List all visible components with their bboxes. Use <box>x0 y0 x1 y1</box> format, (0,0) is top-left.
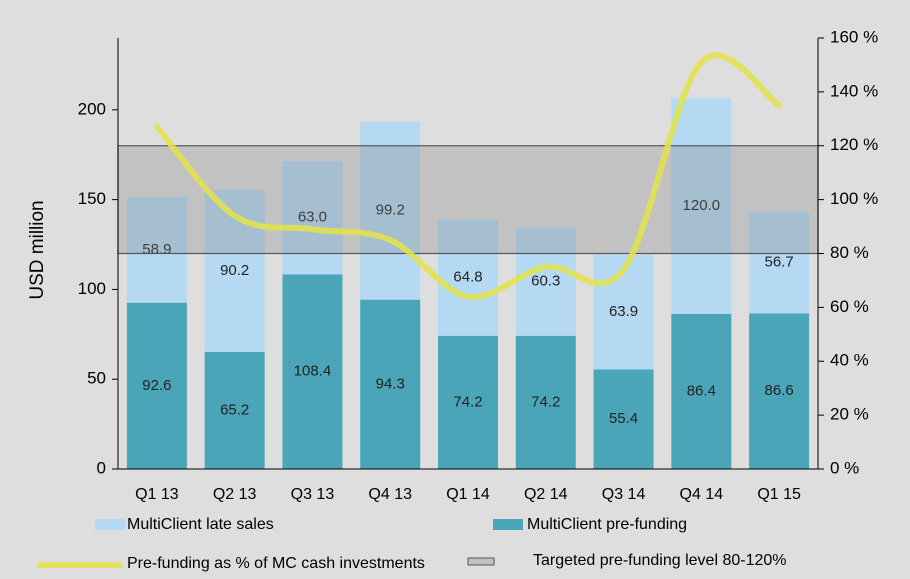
bar <box>749 313 810 469</box>
y-tick-label: 100 <box>78 279 106 298</box>
bar <box>438 335 498 469</box>
value-label: 63.9 <box>609 303 638 320</box>
bar <box>204 351 265 469</box>
value-label: 86.4 <box>687 382 716 399</box>
legend-label: Pre-funding as % of MC cash investments <box>127 555 425 572</box>
y-tick-label: 0 <box>97 458 106 477</box>
value-label: 63.0 <box>298 209 327 226</box>
bar <box>126 302 187 469</box>
bar <box>671 313 732 469</box>
x-tick-label: Q3 14 <box>602 486 646 503</box>
legend-swatch <box>467 557 495 566</box>
value-label: 65.2 <box>220 401 249 418</box>
target-band <box>117 145 819 255</box>
value-label: 120.0 <box>683 197 721 214</box>
value-label: 108.4 <box>294 363 332 380</box>
y-tick-label: 50 <box>87 369 106 388</box>
x-tick-label: Q4 13 <box>368 486 412 503</box>
value-label: 55.4 <box>609 410 638 427</box>
x-tick-label: Q3 13 <box>291 486 335 503</box>
y2-tick-label: 80 % <box>830 243 869 262</box>
value-label: 64.8 <box>453 269 482 286</box>
value-label: 90.2 <box>220 262 249 279</box>
line <box>153 52 783 300</box>
bar <box>671 98 732 314</box>
x-tick-label: Q1 13 <box>135 486 179 503</box>
value-label: 74.2 <box>453 393 482 410</box>
bar <box>515 335 576 469</box>
legend-swatch <box>95 519 125 530</box>
legend-label: Targeted pre-funding level 80-120% <box>533 552 787 569</box>
bar <box>438 219 498 336</box>
y-tick-label: 150 <box>78 189 106 208</box>
y2-tick-label: 100 % <box>830 189 878 208</box>
value-label: 86.6 <box>765 382 794 399</box>
y2-tick-label: 60 % <box>830 297 869 316</box>
bar <box>749 211 810 314</box>
y2-tick-label: 0 % <box>830 458 859 477</box>
y2-tick-label: 40 % <box>830 351 869 370</box>
legend-label: MultiClient pre-funding <box>527 516 687 533</box>
bar <box>126 196 187 303</box>
bar <box>593 369 654 469</box>
bar <box>515 227 576 336</box>
value-label: 60.3 <box>531 273 560 290</box>
bar <box>282 274 343 469</box>
value-label: 92.6 <box>142 377 171 394</box>
x-tick-label: Q2 14 <box>524 486 568 503</box>
y2-tick-label: 140 % <box>830 81 878 100</box>
y2-tick-label: 120 % <box>830 135 878 154</box>
bar <box>360 121 421 300</box>
x-tick-label: Q2 13 <box>213 486 257 503</box>
legend-label: MultiClient late sales <box>127 516 274 533</box>
value-label: 56.7 <box>765 254 794 271</box>
y2-tick-label: 160 % <box>830 27 878 46</box>
y2-tick-label: 20 % <box>830 405 869 424</box>
value-label: 94.3 <box>376 375 405 392</box>
value-label: 99.2 <box>376 202 405 219</box>
x-tick-label: Q1 15 <box>757 486 801 503</box>
bar <box>282 161 343 275</box>
legend-swatch <box>493 519 523 530</box>
x-tick-label: Q4 14 <box>680 486 724 503</box>
y-axis-label: USD million <box>27 200 48 299</box>
value-label: 74.2 <box>531 393 560 410</box>
bar <box>360 299 421 469</box>
y-tick-label: 200 <box>78 99 106 118</box>
x-tick-label: Q1 14 <box>446 486 490 503</box>
